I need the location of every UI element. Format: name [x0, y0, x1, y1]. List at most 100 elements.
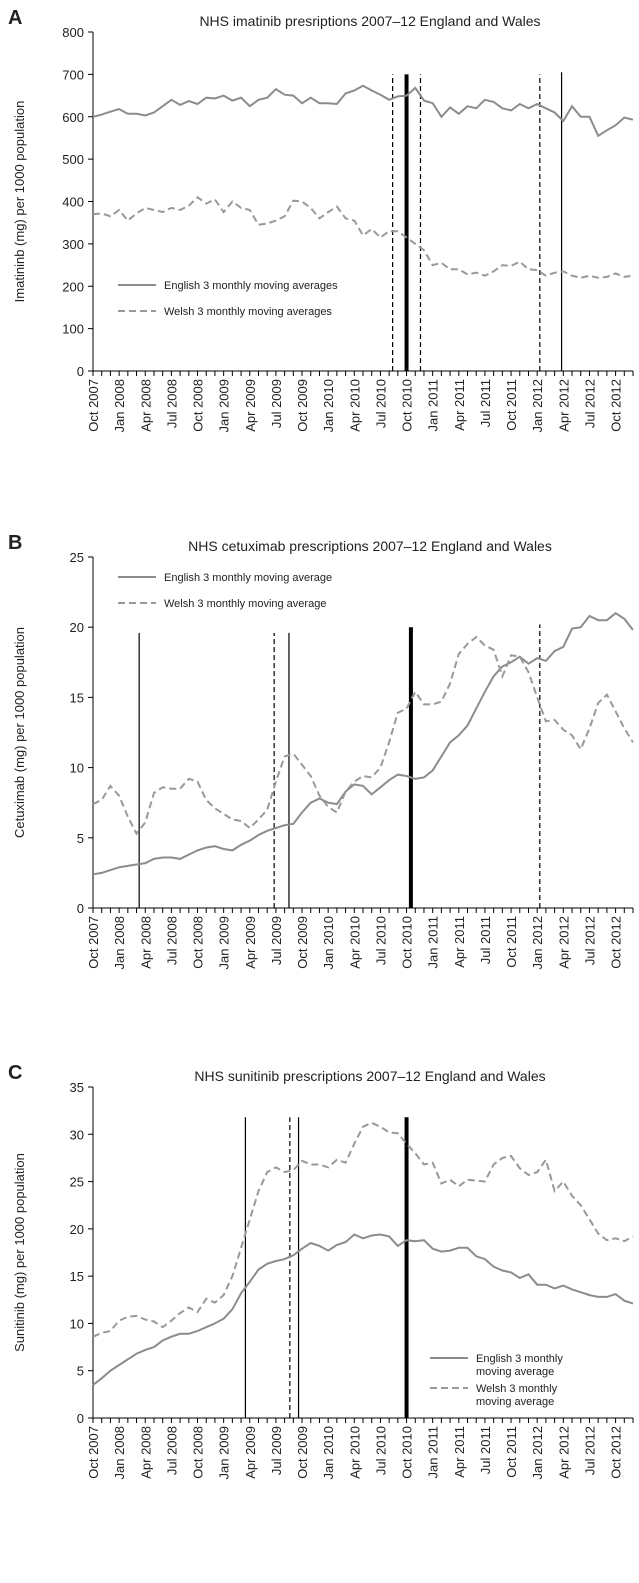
series-line: [92, 635, 634, 836]
x-tick-label: Apr 2011: [452, 1426, 467, 1478]
x-tick-label: Jul 2011: [478, 1426, 493, 1474]
x-tick-label: Oct 2010: [400, 379, 415, 432]
x-tick-label: Jul 2012: [582, 379, 597, 428]
x-tick-label: Apr 2008: [138, 916, 153, 969]
y-tick-label: 0: [77, 364, 84, 379]
x-tick-label: Apr 2009: [243, 916, 258, 969]
x-tick-label: Apr 2009: [243, 1426, 258, 1479]
x-tick-label: Oct 2007: [86, 379, 101, 432]
x-tick-label: Jan 2009: [217, 916, 232, 970]
y-axis-label: Cetuximab (mg) per 1000 population: [12, 627, 27, 838]
chart-title: NHS imatinib presriptions 2007–12 Englan…: [199, 13, 540, 29]
panel-letter: A: [8, 7, 22, 29]
y-tick-label: 20: [70, 1222, 84, 1237]
x-tick-label: Apr 2011: [452, 916, 467, 968]
x-tick-label: Jan 2008: [112, 1426, 127, 1480]
x-tick-label: Jan 2010: [321, 1426, 336, 1480]
legend-label: English 3 monthly moving averages: [164, 280, 338, 292]
x-tick-label: Oct 2012: [609, 1426, 624, 1479]
x-tick-label: Apr 2012: [556, 916, 571, 969]
panel-letter: C: [8, 1062, 22, 1084]
x-tick-label: Oct 2010: [400, 1426, 415, 1479]
x-tick-label: Jan 2012: [530, 1426, 545, 1480]
x-tick-label: Apr 2010: [347, 1426, 362, 1479]
x-tick-label: Jan 2011: [426, 1426, 441, 1479]
y-tick-label: 30: [70, 1127, 84, 1142]
y-tick-label: 100: [62, 322, 84, 337]
y-tick-label: 35: [70, 1080, 84, 1095]
chart-title: NHS sunitinib prescriptions 2007–12 Engl…: [194, 1068, 545, 1084]
y-axis-label: Imatininb (mg) per 1000 population: [12, 101, 27, 303]
y-tick-label: 700: [62, 67, 84, 82]
x-tick-label: Jan 2008: [112, 916, 127, 970]
legend-label: Welsh 3 monthly moving averages: [164, 306, 332, 318]
y-tick-label: 15: [70, 1269, 84, 1284]
series-line: [92, 611, 634, 876]
x-tick-label: Oct 2008: [191, 1426, 206, 1479]
x-tick-label: Apr 2010: [347, 379, 362, 432]
x-tick-label: Jul 2009: [269, 916, 284, 965]
x-tick-label: Jul 2008: [164, 379, 179, 428]
legend-label: English 3 monthly moving average: [164, 572, 332, 584]
x-tick-label: Jan 2012: [530, 379, 545, 433]
y-tick-label: 400: [62, 195, 84, 210]
legend-label: Welsh 3 monthly moving average: [164, 598, 326, 610]
x-tick-label: Oct 2009: [295, 916, 310, 969]
x-tick-label: Jul 2012: [582, 1426, 597, 1475]
x-tick-label: Jan 2009: [217, 1426, 232, 1480]
y-tick-label: 800: [62, 25, 84, 40]
x-tick-label: Apr 2008: [138, 1426, 153, 1479]
legend-label: English 3 monthly moving average: [476, 1353, 563, 1378]
y-tick-label: 5: [77, 1364, 84, 1379]
y-tick-label: 10: [70, 761, 84, 776]
x-tick-label: Oct 2012: [609, 916, 624, 969]
y-tick-label: 25: [70, 550, 84, 565]
x-tick-label: Oct 2007: [86, 1426, 101, 1479]
x-tick-label: Apr 2011: [452, 379, 467, 431]
x-tick-label: Jan 2011: [426, 379, 441, 432]
x-tick-label: Oct 2008: [191, 379, 206, 432]
x-tick-label: Oct 2009: [295, 1426, 310, 1479]
x-tick-label: Oct 2011: [504, 1426, 519, 1478]
x-tick-label: Oct 2011: [504, 916, 519, 968]
x-tick-label: Jul 2011: [478, 379, 493, 427]
series-line: [92, 1121, 634, 1338]
y-tick-label: 20: [70, 620, 84, 635]
x-tick-label: Jul 2011: [478, 916, 493, 964]
x-tick-label: Apr 2012: [556, 1426, 571, 1479]
x-tick-label: Jul 2010: [373, 916, 388, 965]
series-line: [92, 1233, 634, 1386]
x-tick-label: Oct 2007: [86, 916, 101, 969]
y-tick-label: 5: [77, 831, 84, 846]
y-tick-label: 0: [77, 901, 84, 916]
x-tick-label: Apr 2012: [556, 379, 571, 432]
x-tick-label: Jan 2010: [321, 916, 336, 970]
y-tick-label: 10: [70, 1316, 84, 1331]
x-tick-label: Jul 2010: [373, 379, 388, 428]
series-line: [92, 195, 634, 279]
x-tick-label: Jul 2008: [164, 916, 179, 965]
x-tick-label: Oct 2008: [191, 916, 206, 969]
x-tick-label: Jul 2012: [582, 916, 597, 965]
panel-letter: B: [8, 532, 22, 554]
y-tick-label: 15: [70, 690, 84, 705]
x-tick-label: Jan 2010: [321, 379, 336, 433]
x-tick-label: Jul 2009: [269, 379, 284, 428]
y-tick-label: 300: [62, 237, 84, 252]
y-axis-label: Sunitinib (mg) per 1000 population: [12, 1153, 27, 1352]
x-tick-label: Jul 2009: [269, 1426, 284, 1475]
x-tick-label: Apr 2008: [138, 379, 153, 432]
x-tick-label: Oct 2009: [295, 379, 310, 432]
x-tick-label: Jan 2011: [426, 916, 441, 969]
y-tick-label: 500: [62, 152, 84, 167]
x-tick-label: Oct 2012: [609, 379, 624, 432]
y-tick-label: 200: [62, 279, 84, 294]
x-tick-label: Jul 2008: [164, 1426, 179, 1475]
y-tick-label: 25: [70, 1175, 84, 1190]
y-tick-label: 600: [62, 110, 84, 125]
x-tick-label: Oct 2010: [400, 916, 415, 969]
series-line: [92, 84, 634, 138]
x-tick-label: Apr 2009: [243, 379, 258, 432]
chart-title: NHS cetuximab prescriptions 2007–12 Engl…: [188, 538, 552, 554]
